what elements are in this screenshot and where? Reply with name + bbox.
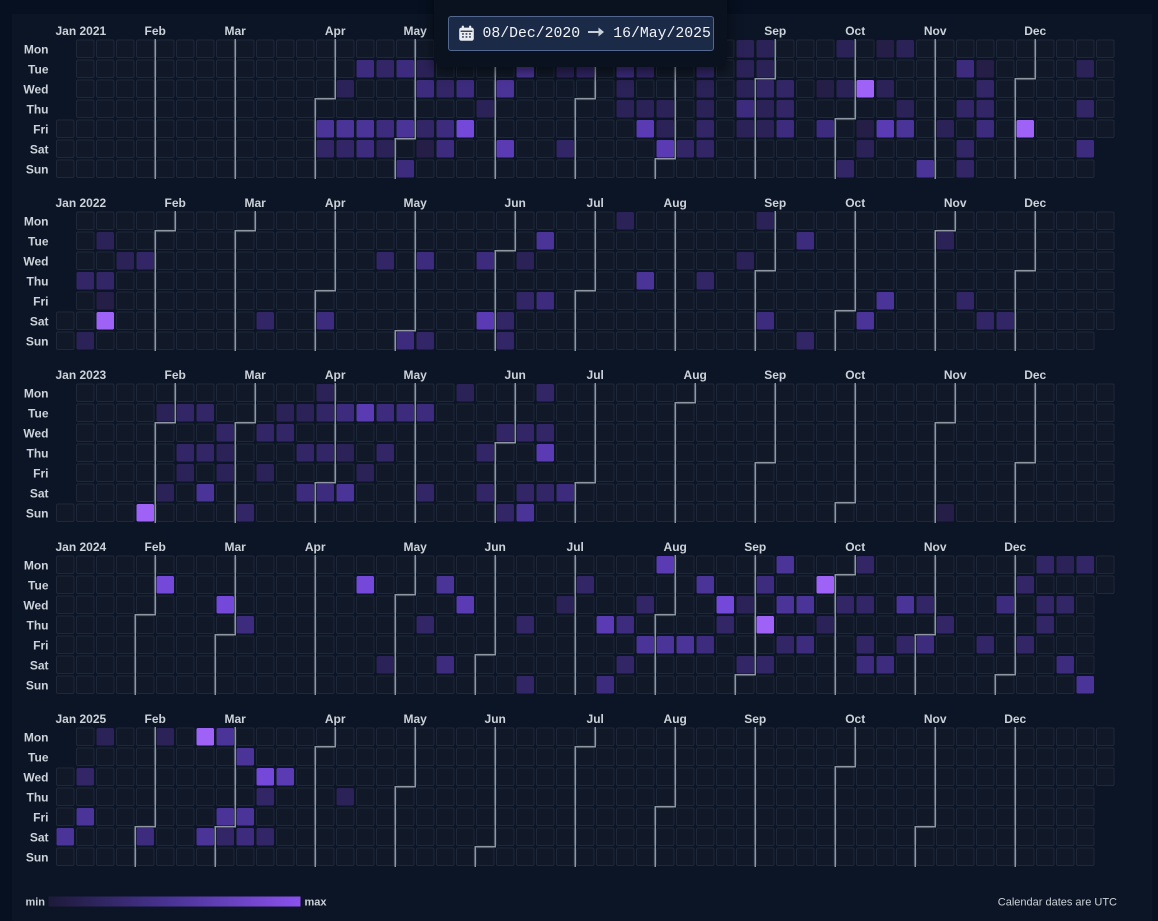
svg-text:Wed: Wed [23, 427, 48, 441]
svg-text:Jul: Jul [567, 540, 584, 554]
svg-text:Aug: Aug [664, 712, 687, 726]
svg-text:Nov: Nov [924, 540, 947, 554]
svg-text:Apr: Apr [325, 196, 346, 210]
svg-text:Jul: Jul [587, 712, 604, 726]
svg-text:Jul: Jul [587, 368, 604, 382]
svg-text:Oct: Oct [845, 368, 865, 382]
svg-text:May: May [404, 24, 428, 38]
svg-text:May: May [404, 368, 428, 382]
svg-text:Nov: Nov [944, 368, 967, 382]
svg-text:Aug: Aug [684, 368, 707, 382]
svg-text:May: May [404, 196, 428, 210]
svg-text:Thu: Thu [27, 619, 49, 633]
svg-text:Sep: Sep [764, 196, 786, 210]
svg-text:Mon: Mon [24, 559, 49, 573]
svg-text:Fri: Fri [33, 811, 48, 825]
svg-text:Fri: Fri [33, 467, 48, 481]
svg-text:Mar: Mar [225, 712, 247, 726]
svg-text:Mar: Mar [225, 24, 247, 38]
svg-text:Aug: Aug [664, 196, 687, 210]
svg-text:Wed: Wed [23, 771, 48, 785]
svg-text:Thu: Thu [27, 447, 49, 461]
svg-text:Tue: Tue [28, 407, 49, 421]
svg-text:Sun: Sun [26, 163, 49, 177]
svg-text:Feb: Feb [165, 196, 186, 210]
svg-text:Sat: Sat [30, 659, 49, 673]
svg-text:Tue: Tue [28, 751, 49, 765]
svg-text:Fri: Fri [33, 123, 48, 137]
svg-text:Jan 2023: Jan 2023 [56, 368, 107, 382]
svg-text:Mar: Mar [245, 368, 267, 382]
svg-text:Nov: Nov [944, 196, 967, 210]
svg-text:Sun: Sun [26, 507, 49, 521]
svg-text:Aug: Aug [664, 540, 687, 554]
svg-text:min: min [25, 897, 45, 909]
svg-text:Jan 2025: Jan 2025 [56, 712, 107, 726]
svg-text:Apr: Apr [305, 540, 326, 554]
svg-text:Jun: Jun [485, 540, 506, 554]
svg-text:Fri: Fri [33, 639, 48, 653]
svg-text:Apr: Apr [325, 368, 346, 382]
svg-text:Wed: Wed [23, 83, 48, 97]
svg-text:Jan 2024: Jan 2024 [56, 540, 107, 554]
svg-text:max: max [305, 897, 328, 909]
svg-text:Jan 2021: Jan 2021 [56, 24, 107, 38]
svg-text:Mon: Mon [24, 731, 49, 745]
svg-text:Tue: Tue [28, 63, 49, 77]
svg-text:Oct: Oct [845, 24, 865, 38]
svg-text:Dec: Dec [1004, 540, 1026, 554]
svg-text:Mar: Mar [245, 196, 267, 210]
svg-text:Sat: Sat [30, 831, 49, 845]
svg-text:Sep: Sep [764, 368, 786, 382]
svg-text:Sun: Sun [26, 679, 49, 693]
svg-text:Feb: Feb [145, 24, 166, 38]
svg-text:Nov: Nov [924, 24, 947, 38]
svg-text:Oct: Oct [845, 196, 865, 210]
svg-text:Dec: Dec [1024, 24, 1046, 38]
svg-text:Dec: Dec [1004, 712, 1026, 726]
svg-text:Thu: Thu [27, 103, 49, 117]
svg-text:Feb: Feb [145, 540, 166, 554]
svg-text:Jan 2022: Jan 2022 [56, 196, 107, 210]
svg-text:Sat: Sat [30, 143, 49, 157]
svg-text:Dec: Dec [1024, 196, 1046, 210]
svg-text:Thu: Thu [27, 791, 49, 805]
svg-text:Jul: Jul [587, 196, 604, 210]
svg-text:Feb: Feb [145, 712, 166, 726]
svg-text:Sun: Sun [26, 851, 49, 865]
svg-text:Feb: Feb [165, 368, 186, 382]
svg-text:Wed: Wed [23, 255, 48, 269]
svg-text:May: May [404, 540, 428, 554]
svg-text:Oct: Oct [845, 712, 865, 726]
svg-text:Dec: Dec [1024, 368, 1046, 382]
svg-text:Sep: Sep [764, 24, 786, 38]
svg-text:Wed: Wed [23, 599, 48, 613]
svg-text:Sat: Sat [30, 487, 49, 501]
svg-text:Apr: Apr [325, 24, 346, 38]
svg-text:Tue: Tue [28, 579, 49, 593]
svg-text:Jun: Jun [505, 368, 526, 382]
svg-text:Mon: Mon [24, 43, 49, 57]
svg-text:Mar: Mar [225, 540, 247, 554]
svg-text:Tue: Tue [28, 235, 49, 249]
svg-text:Jun: Jun [485, 712, 506, 726]
svg-text:Sun: Sun [26, 335, 49, 349]
svg-text:Apr: Apr [325, 712, 346, 726]
svg-text:Nov: Nov [924, 712, 947, 726]
svg-text:May: May [404, 712, 428, 726]
svg-text:Mon: Mon [24, 215, 49, 229]
svg-text:Oct: Oct [845, 540, 865, 554]
svg-text:Fri: Fri [33, 295, 48, 309]
svg-text:Sep: Sep [744, 540, 766, 554]
svg-text:Sat: Sat [30, 315, 49, 329]
svg-text:Sep: Sep [744, 712, 766, 726]
svg-text:Mon: Mon [24, 387, 49, 401]
svg-text:Jun: Jun [505, 196, 526, 210]
svg-text:Thu: Thu [27, 275, 49, 289]
svg-text:Calendar dates are UTC: Calendar dates are UTC [998, 897, 1117, 909]
